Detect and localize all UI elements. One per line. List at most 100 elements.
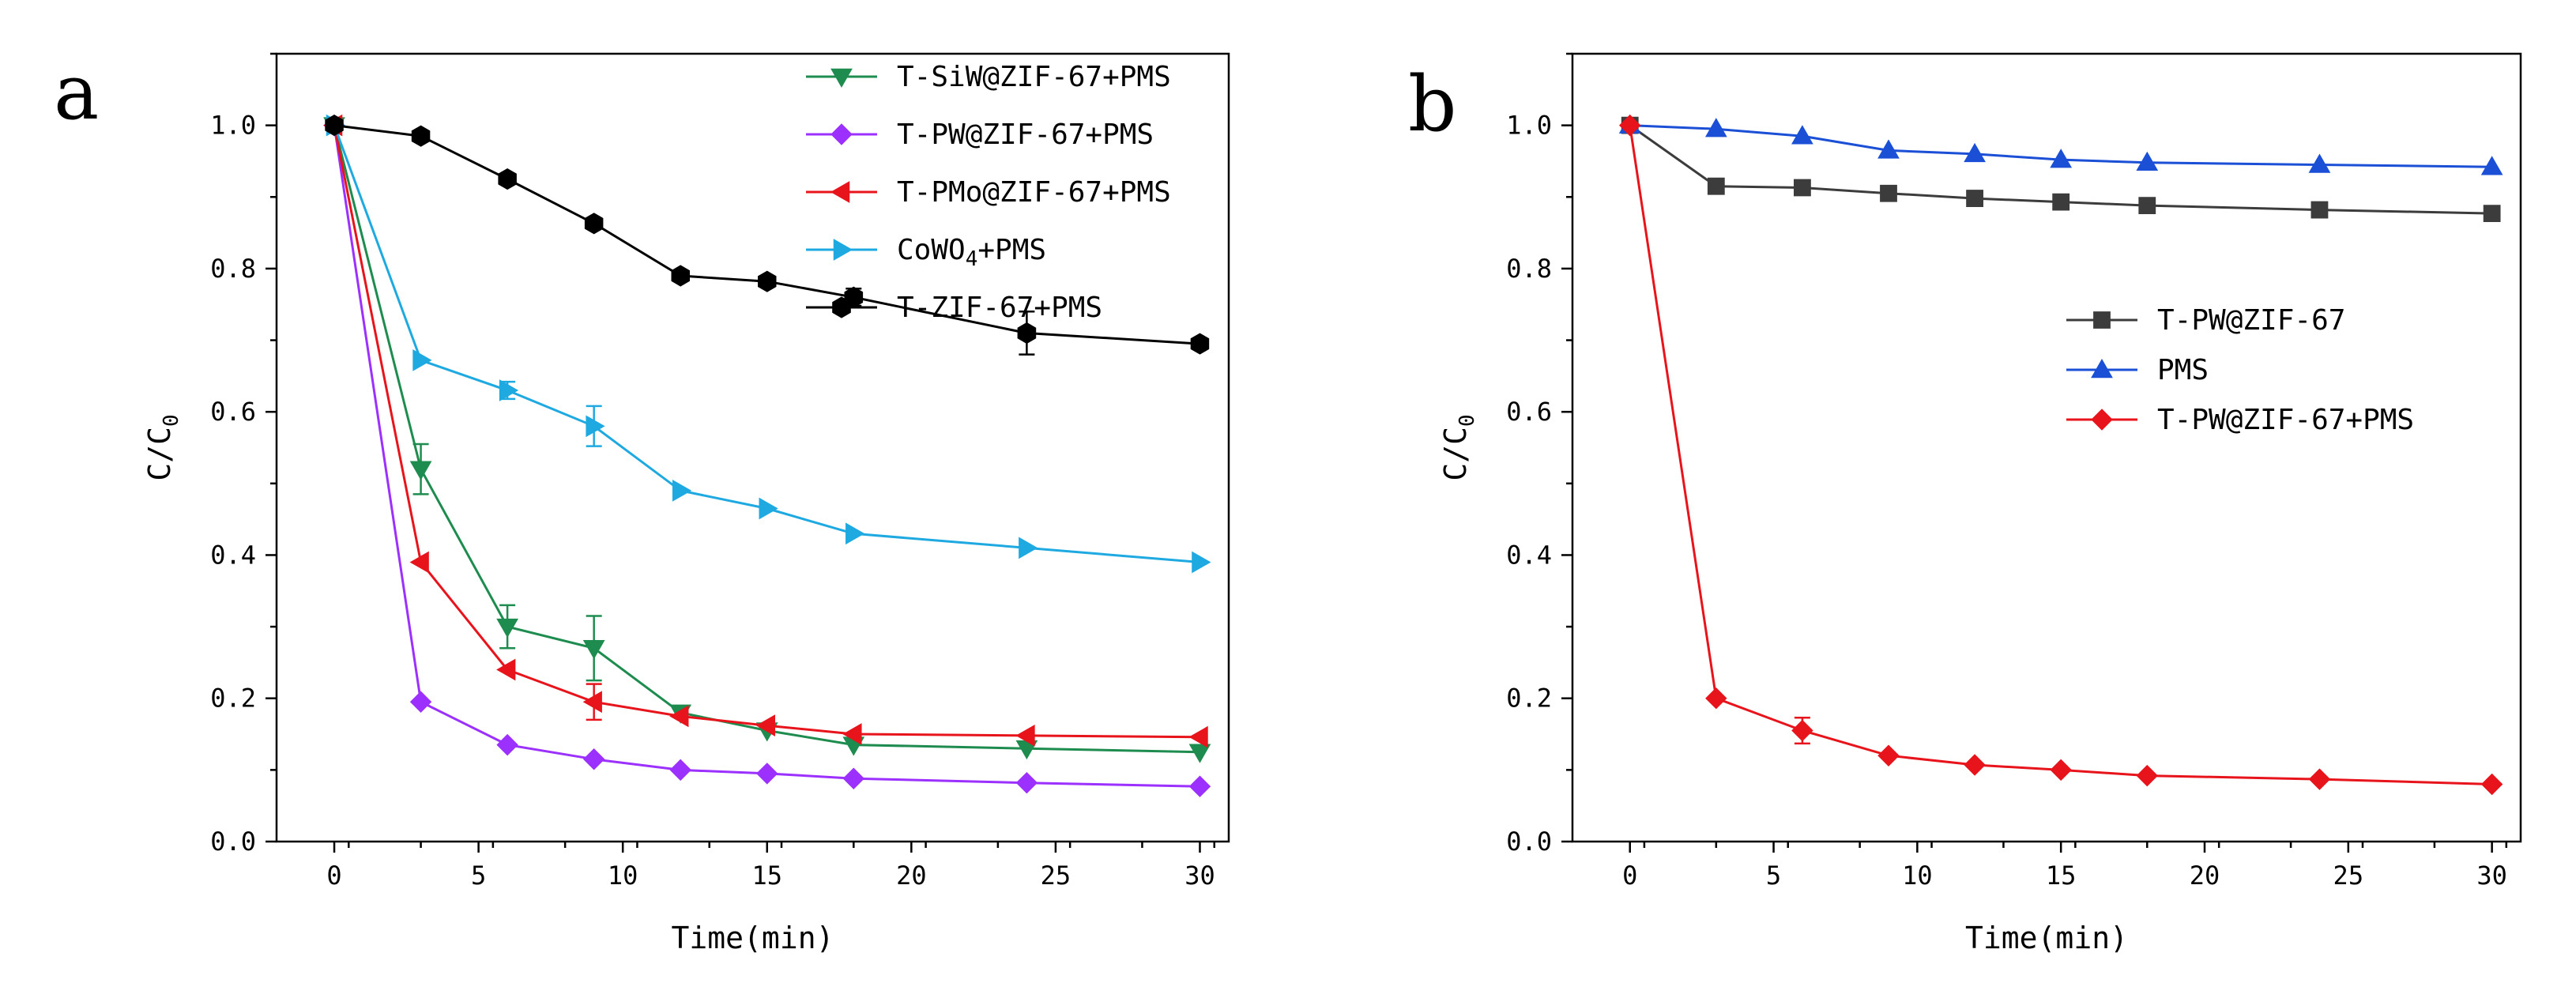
data-point (759, 497, 778, 520)
series-pms (1618, 114, 2503, 175)
series-t-zif-67-pms (325, 115, 1210, 356)
data-point (582, 691, 602, 714)
plot-frame (275, 52, 1230, 843)
data-point (1705, 687, 1727, 710)
x-tick-label: 10 (1902, 861, 1933, 891)
y-tick-label: 0.4 (210, 540, 256, 570)
x-tick-label: 30 (1184, 861, 1215, 891)
panel-b-letter: b (1408, 60, 1456, 149)
data-point (498, 168, 517, 190)
data-point (1794, 179, 1811, 197)
data-point (1192, 551, 1211, 574)
x-tick-label: 25 (2333, 861, 2364, 891)
data-point (411, 125, 431, 147)
y-tick-label: 0.6 (210, 397, 256, 427)
series-t-pw-zif-67-pms (1619, 114, 2503, 796)
data-point (1188, 744, 1211, 763)
data-point (1966, 190, 1983, 207)
x-tick-label: 0 (326, 861, 341, 891)
legend-entry: T-PW@ZIF-67+PMS (2157, 404, 2414, 436)
x-tick-label: 15 (751, 861, 782, 891)
x-tick-label: 20 (2190, 861, 2220, 891)
data-point (499, 379, 519, 401)
y-axis-label: C/C0 (1438, 414, 1479, 480)
y-tick-label: 0.8 (1506, 254, 1552, 284)
data-point (1877, 139, 1900, 159)
data-point (758, 270, 777, 292)
data-point (496, 658, 516, 681)
data-point (2480, 773, 2503, 796)
data-point (409, 461, 432, 480)
legend-entry: T-ZIF-67+PMS (897, 292, 1102, 324)
x-tick-label: 10 (608, 861, 638, 891)
data-point (2483, 205, 2501, 223)
data-point (409, 691, 432, 713)
data-point (2138, 197, 2156, 215)
y-tick-label: 0.0 (210, 827, 256, 857)
legend-marker (2091, 409, 2113, 431)
data-point (1877, 744, 1900, 766)
data-point (669, 705, 689, 728)
data-point (1015, 771, 1038, 794)
x-tick-label: 30 (2476, 861, 2507, 891)
data-point (2308, 153, 2331, 173)
legend-entry: T-PW@ZIF-67+PMS (897, 119, 1154, 151)
data-point (755, 714, 776, 737)
data-point (325, 115, 344, 137)
legend-marker (830, 123, 853, 145)
y-tick-label: 1.0 (1506, 111, 1552, 141)
panel-a-letter: a (54, 48, 99, 137)
data-point (671, 265, 690, 287)
x-axis-label: Time(min) (672, 921, 834, 955)
data-point (2308, 768, 2331, 790)
y-tick-label: 0.2 (210, 684, 256, 714)
data-point (2136, 764, 2158, 787)
data-point (586, 415, 605, 438)
data-point (1704, 118, 1727, 137)
data-point (1880, 184, 1897, 202)
series-line (333, 125, 1200, 788)
data-point (2480, 156, 2503, 175)
series-line (333, 125, 1200, 754)
panel-b: b 0 5 10 15 20 25 30 0.0 0.2 0.4 0.6 0.8 1.0 Time(min… (1408, 52, 2522, 955)
data-point (1791, 719, 1813, 742)
data-point (2310, 201, 2329, 219)
series-t-pw-zif-67-pms (323, 114, 1211, 797)
data-point (672, 480, 692, 502)
data-point (1188, 775, 1211, 797)
series-t-pmo-zif-67-pms (323, 114, 1208, 748)
legend-entry: PMS (2157, 354, 2209, 386)
data-point (1964, 142, 1986, 163)
data-point (409, 551, 429, 574)
legend-marker (830, 68, 853, 89)
x-tick-label: 15 (2046, 861, 2077, 891)
series-t-pw-zif-67 (1621, 116, 2501, 223)
data-point (842, 767, 865, 789)
data-point (2050, 759, 2072, 782)
series-line (333, 125, 1200, 739)
data-point (1791, 125, 1813, 145)
plot-frame (1571, 52, 2522, 843)
data-point (582, 748, 605, 770)
x-tick-label: 5 (1766, 861, 1781, 891)
data-point (1964, 754, 1986, 776)
legend: T-PW@ZIF-67 PMS T-PW@ZIF-67+PMS (2066, 304, 2414, 436)
panel-a: a 0 5 10 15 20 25 30 0.0 0.2 0.4 0.6 0.8 1.0 Time(min… (54, 48, 1230, 955)
y-tick-label: 0.0 (1506, 827, 1552, 857)
data-point (845, 522, 865, 545)
legend-marker (830, 181, 850, 203)
legend-entry: CoWO4+PMS (897, 234, 1046, 271)
series-line (1629, 125, 2492, 785)
x-tick-label: 0 (1622, 861, 1637, 891)
legend-entry: T-SiW@ZIF-67+PMS (897, 61, 1171, 93)
data-point (2050, 149, 2073, 168)
data-point (669, 759, 691, 782)
legend-entry: T-PW@ZIF-67 (2157, 304, 2345, 337)
legend-marker (833, 239, 853, 261)
data-point (1019, 537, 1038, 559)
data-point (2052, 193, 2070, 211)
data-point (496, 618, 518, 638)
y-tick-label: 0.2 (1506, 684, 1552, 714)
series-t-siw-zif-67-pms (323, 117, 1211, 763)
